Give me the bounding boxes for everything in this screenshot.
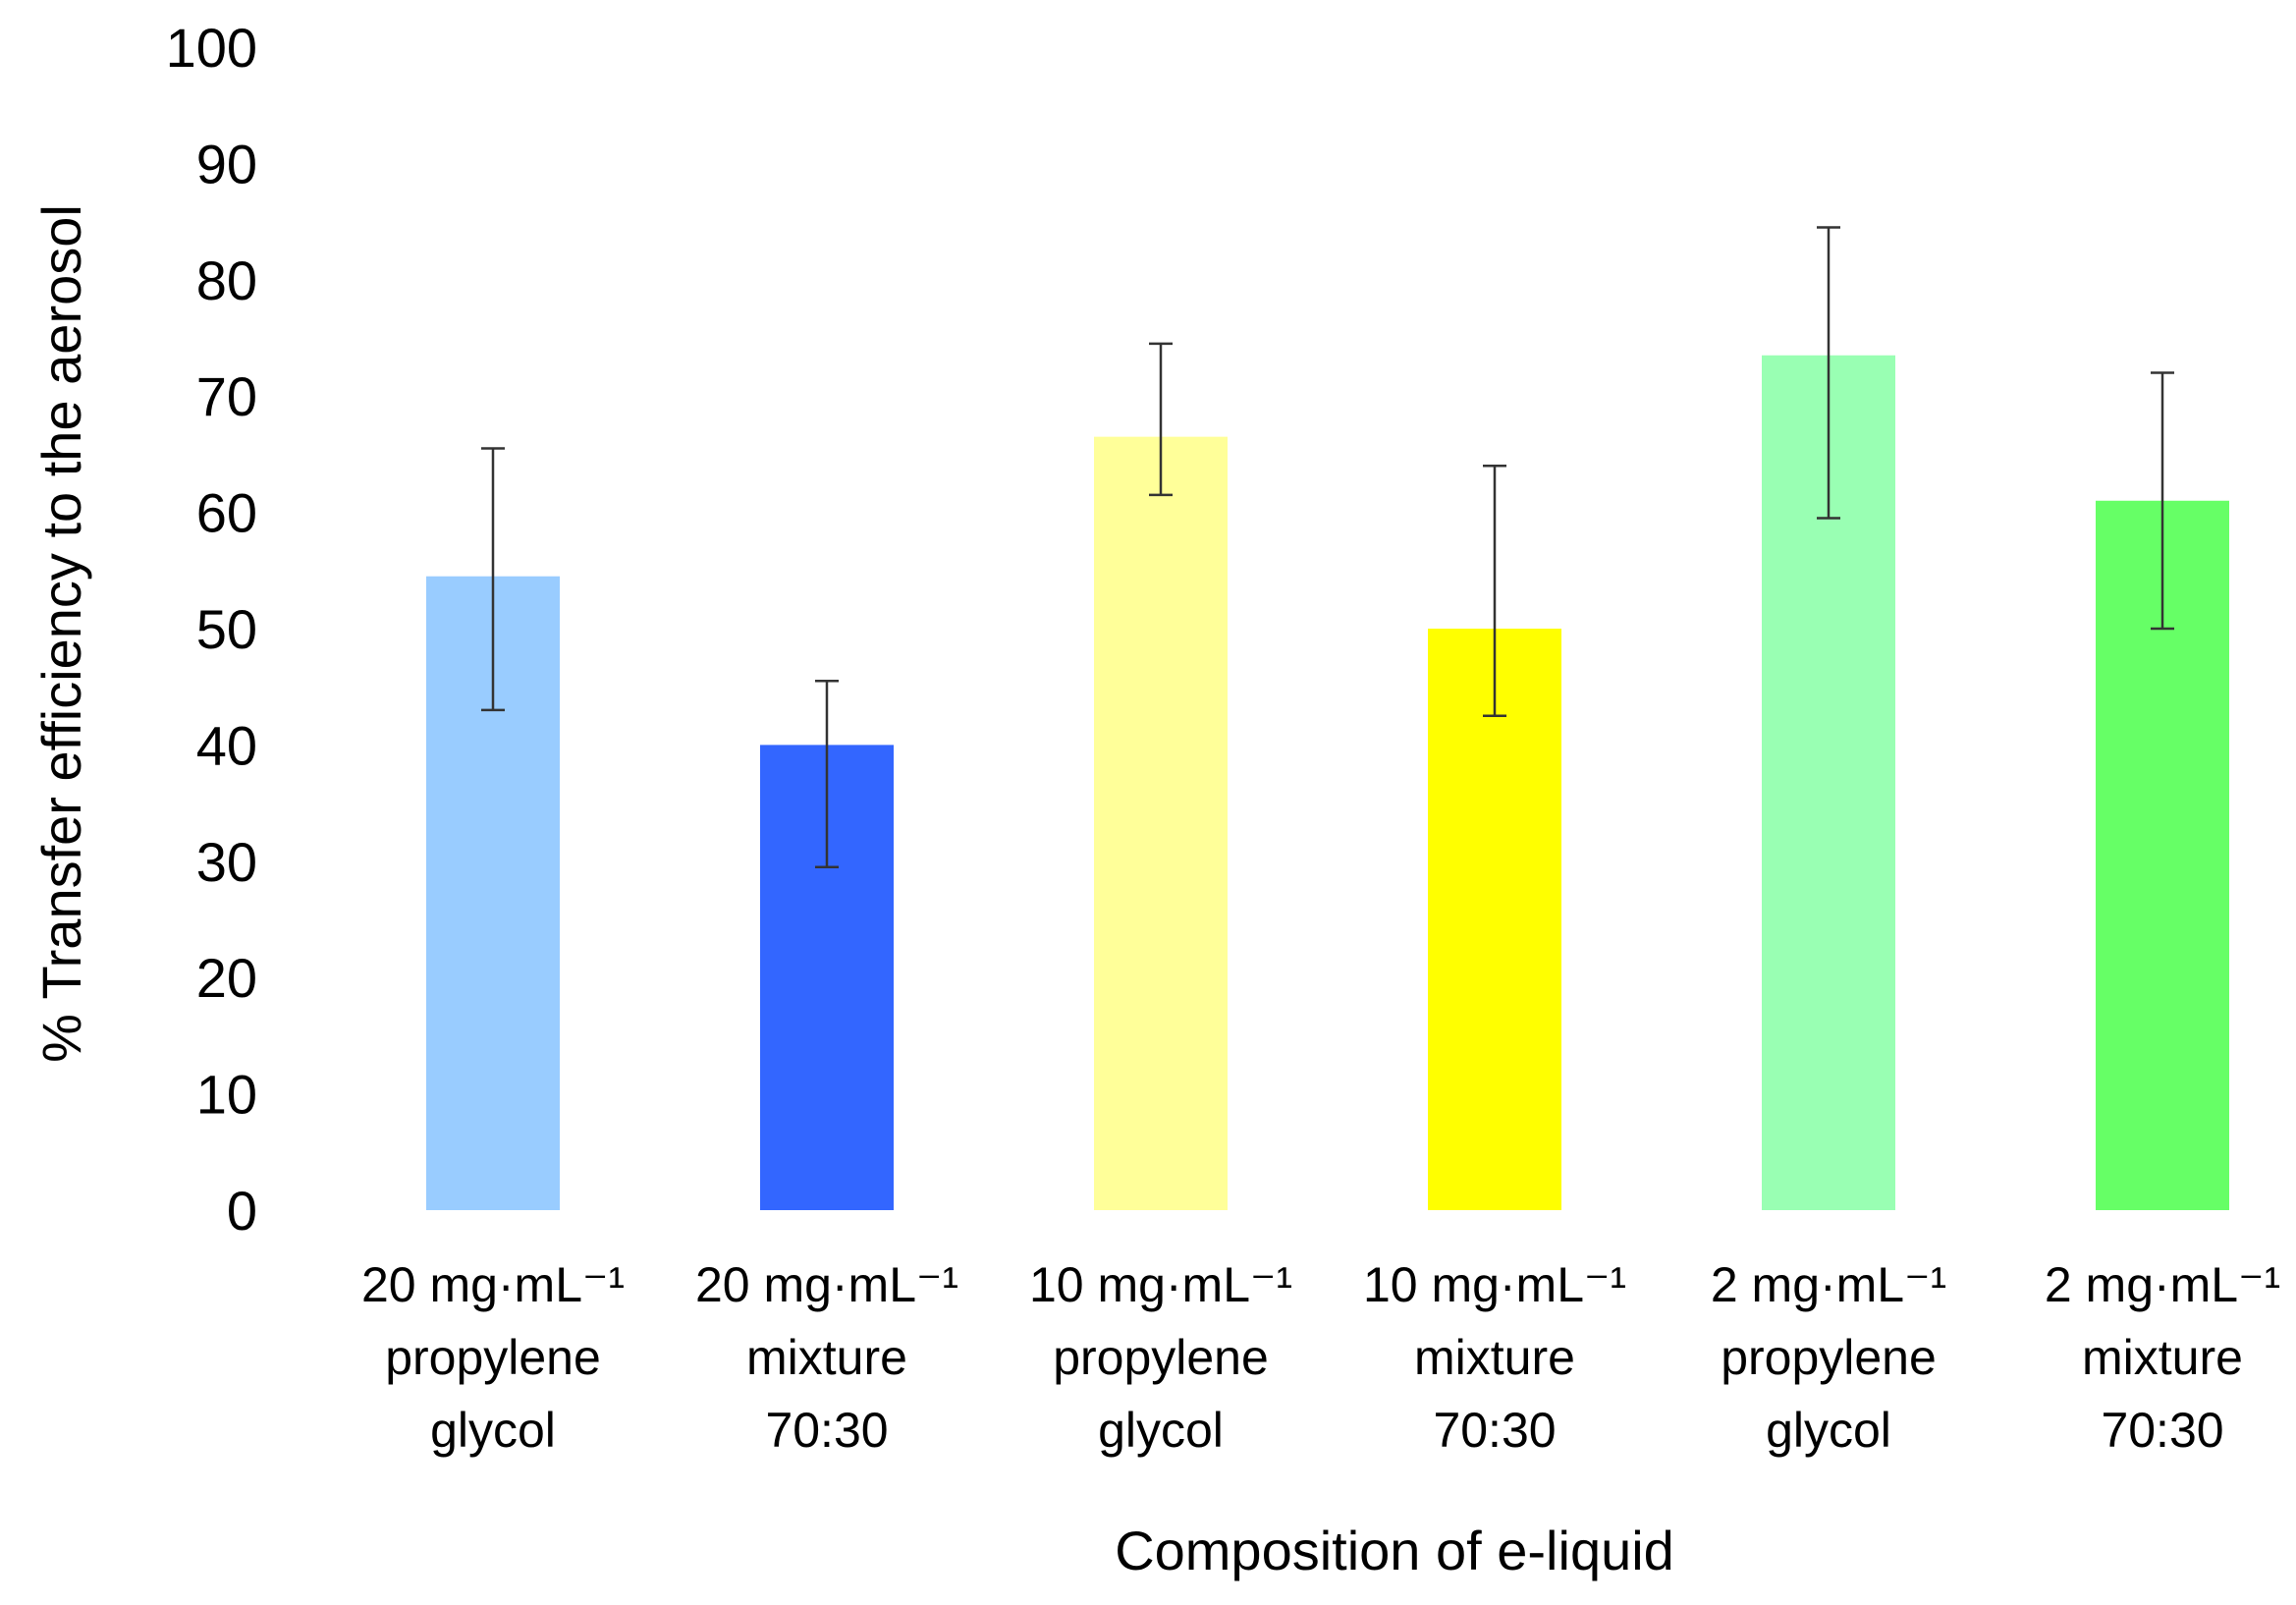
- y-tick-label: 20: [196, 947, 257, 1009]
- bars-group: [426, 355, 2229, 1210]
- x-category-label: 10 mg·mL⁻¹ mixture 70:30: [1363, 1257, 1626, 1458]
- y-tick-label: 100: [166, 17, 257, 79]
- x-category-label: 2 mg·mL⁻¹ mixture 70:30: [2045, 1257, 2280, 1458]
- y-tick-label: 50: [196, 598, 257, 660]
- x-category-label: 2 mg·mL⁻¹ propylene glycol: [1711, 1257, 1946, 1458]
- y-tick-label: 30: [196, 831, 257, 893]
- y-axis-ticks: 0 10 20 30 40 50 60 70 80 90 100: [166, 17, 257, 1242]
- y-axis-title: % Transfer efficiency to the aerosol: [30, 204, 92, 1063]
- y-tick-label: 90: [196, 133, 257, 194]
- x-category-label: 10 mg·mL⁻¹ propylene glycol: [1029, 1257, 1292, 1458]
- y-tick-label: 10: [196, 1064, 257, 1126]
- bar: [1094, 436, 1228, 1210]
- y-tick-label: 70: [196, 365, 257, 427]
- y-tick-label: 0: [227, 1180, 257, 1242]
- y-tick-label: 60: [196, 482, 257, 544]
- error-bars-group: [481, 226, 2174, 868]
- x-axis-labels: 20 mg·mL⁻¹ propylene glycol 20 mg·mL⁻¹ mixtu…: [361, 1257, 2280, 1458]
- x-category-label: 20 mg·mL⁻¹ mixture 70:30: [695, 1257, 958, 1458]
- y-tick-label: 80: [196, 249, 257, 311]
- x-axis-title: Composition of e-liquid: [1115, 1520, 1674, 1581]
- y-tick-label: 40: [196, 714, 257, 776]
- x-category-label: 20 mg·mL⁻¹ propylene glycol: [361, 1257, 625, 1458]
- bar: [1428, 629, 1561, 1210]
